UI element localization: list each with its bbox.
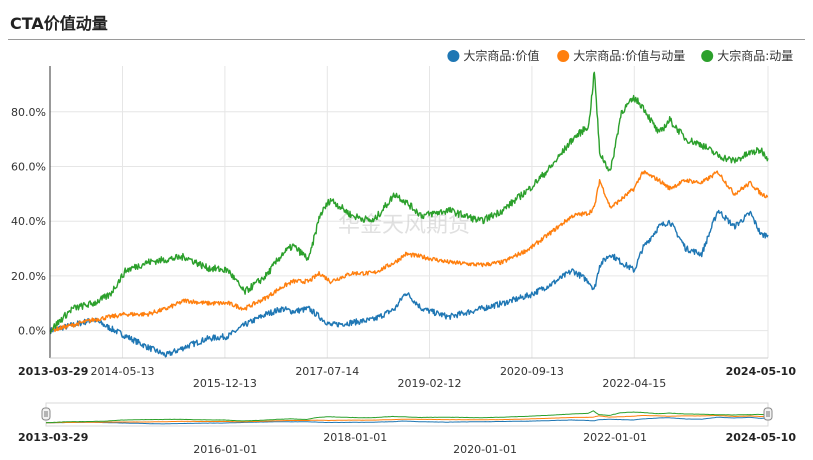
legend: 大宗商品:价值 大宗商品:价值与动量 大宗商品:动量 <box>447 48 793 63</box>
series-lines <box>49 71 769 358</box>
axes <box>49 66 768 359</box>
x-axis-tick-labels: 2013-03-29 2014-05-13 2015-12-13 2017-07-14… <box>18 365 796 390</box>
navigator-tick-label: 2018-01-01 <box>323 431 387 444</box>
navigator-track <box>45 402 769 427</box>
y-tick-label: 60.0% <box>11 160 46 173</box>
x-tick-label: 2017-07-14 <box>295 365 359 378</box>
legend-item-2: 大宗商品:价值与动量 <box>557 48 685 63</box>
x-tick-label: 2013-03-29 <box>18 365 88 378</box>
navigator-tick-label: 2022-01-01 <box>583 431 647 444</box>
navigator-tick-label: 2013-03-29 <box>18 431 88 444</box>
grid-lines <box>49 66 769 358</box>
navigator-series-1 <box>45 416 768 425</box>
series-line-1 <box>49 209 769 358</box>
series-line-3 <box>49 71 769 334</box>
title-divider <box>8 39 805 40</box>
y-tick-label: 20.0% <box>11 270 46 283</box>
navigator-series-2 <box>46 414 768 424</box>
legend-item-3: 大宗商品:动量 <box>701 48 793 63</box>
legend-label: 大宗商品:动量 <box>717 48 793 63</box>
legend-item-1: 大宗商品:价值 <box>447 48 539 63</box>
navigator-handle-right[interactable] <box>763 407 773 421</box>
navigator-series-3 <box>45 410 768 424</box>
navigator-handle-left[interactable] <box>41 407 51 421</box>
legend-marker <box>557 50 570 62</box>
navigator-tick-label: 2016-01-01 <box>193 443 257 456</box>
y-tick-label: 40.0% <box>11 215 46 228</box>
y-axis-tick-labels: 0.0% 20.0% 40.0% 60.0% 80.0% <box>11 106 46 338</box>
range-navigator[interactable]: 2013-03-29 2016-01-01 2018-01-01 2020-01-01… <box>18 402 797 456</box>
legend-marker <box>701 50 714 62</box>
x-tick-label: 2014-05-13 <box>91 365 155 378</box>
x-tick-label: 2020-09-13 <box>500 365 564 378</box>
legend-label: 大宗商品:价值 <box>463 48 539 63</box>
x-tick-label: 2022-04-15 <box>602 377 666 390</box>
y-tick-label: 0.0% <box>18 325 46 338</box>
legend-marker <box>447 50 460 62</box>
y-tick-label: 80.0% <box>11 106 46 119</box>
x-tick-label: 2019-02-12 <box>398 377 462 390</box>
navigator-tick-label: 2024-05-10 <box>726 431 797 444</box>
chart-title: CTA价值动量 <box>10 14 108 33</box>
legend-label: 大宗商品:价值与动量 <box>573 48 685 63</box>
series-line-2 <box>49 170 769 334</box>
x-tick-label: 2015-12-13 <box>193 377 257 390</box>
navigator-tick-label: 2020-01-01 <box>453 443 517 456</box>
x-tick-label: 2024-05-10 <box>726 365 797 378</box>
